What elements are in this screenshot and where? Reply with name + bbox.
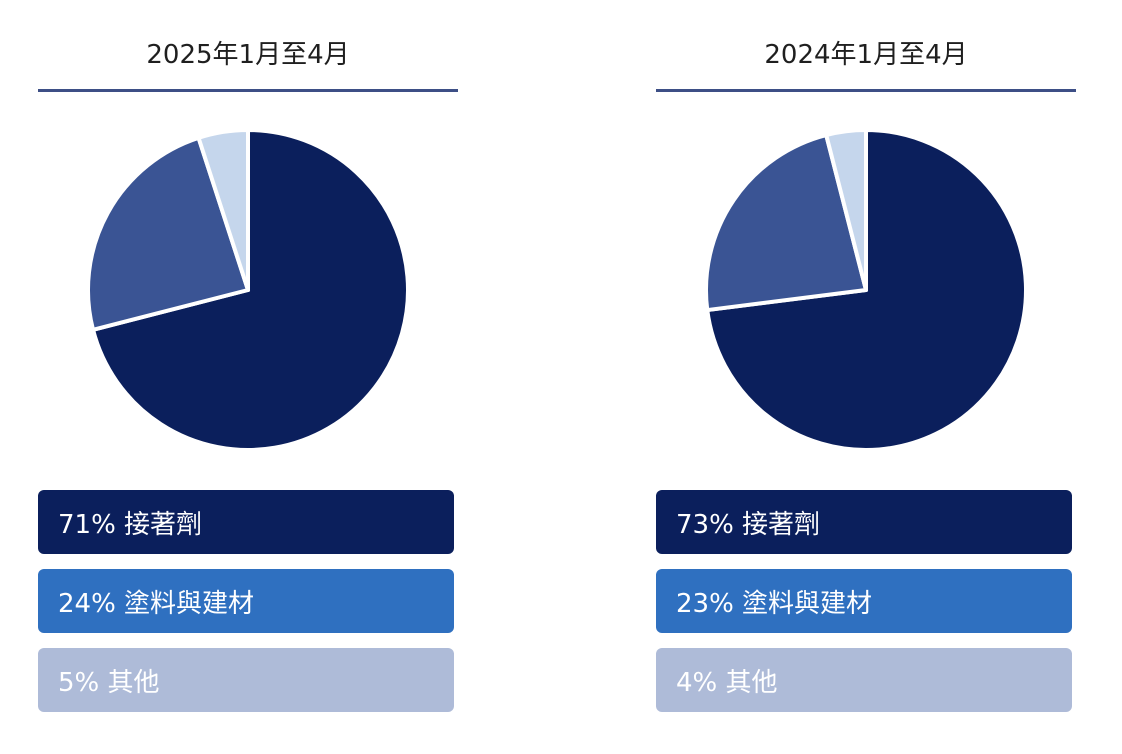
legend-item-adhesives: 73% 接著劑 xyxy=(656,490,1072,554)
chart-panel-2025: 2025年1月至4月 71% 接著劑 24% 塗料與建材 5% 其他 xyxy=(38,0,458,754)
pie-slice-coatings-building xyxy=(704,133,868,313)
pie-slice-adhesives xyxy=(91,128,411,452)
pie-chart xyxy=(704,128,1028,452)
legend-item-other: 5% 其他 xyxy=(38,648,454,712)
chart-panel-2024: 2024年1月至4月 73% 接著劑 23% 塗料與建材 4% 其他 xyxy=(656,0,1076,754)
legend-item-other: 4% 其他 xyxy=(656,648,1072,712)
title-underline xyxy=(38,89,458,92)
pie-slice-coatings-building xyxy=(86,135,250,332)
title-underline xyxy=(656,89,1076,92)
legend-item-coatings-building: 23% 塗料與建材 xyxy=(656,569,1072,633)
chart-title: 2024年1月至4月 xyxy=(764,40,968,70)
legend-item-coatings-building: 24% 塗料與建材 xyxy=(38,569,454,633)
pie-slice-other xyxy=(824,128,868,292)
pie-chart xyxy=(86,128,411,452)
pie-slice-other xyxy=(196,128,250,292)
legend-item-adhesives: 71% 接著劑 xyxy=(38,490,454,554)
chart-title: 2025年1月至4月 xyxy=(146,40,350,70)
